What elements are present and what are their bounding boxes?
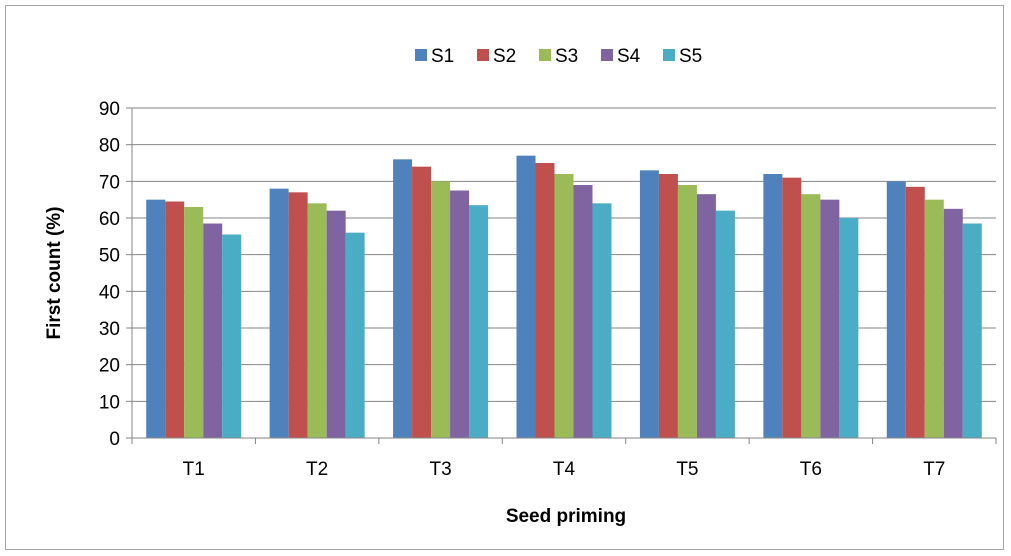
bar-s4-t3 xyxy=(450,190,470,438)
bar-s3-t1 xyxy=(184,207,204,438)
bar-s3-t6 xyxy=(801,194,821,438)
bar-s2-t6 xyxy=(782,177,802,438)
legend-swatch xyxy=(601,49,613,61)
bar-s5-t1 xyxy=(222,234,242,438)
bar-s5-t7 xyxy=(962,223,982,438)
bar-s2-t3 xyxy=(412,166,432,438)
bar-s4-t2 xyxy=(326,210,346,438)
bar-s4-t4 xyxy=(573,185,593,438)
x-tick-label: T7 xyxy=(923,459,945,480)
bar-s5-t6 xyxy=(839,218,859,438)
bar-s2-t4 xyxy=(535,163,555,438)
legend-label: S4 xyxy=(617,46,641,67)
bar-s4-t5 xyxy=(696,194,716,438)
x-tick-label: T2 xyxy=(306,459,328,480)
y-tick-label: 80 xyxy=(99,136,120,157)
bar-s1-t5 xyxy=(639,170,659,439)
bar-s4-t7 xyxy=(943,208,963,438)
legend-swatch xyxy=(663,49,675,61)
legend-swatch xyxy=(539,49,551,61)
legend-swatch xyxy=(415,49,427,61)
y-tick-label: 40 xyxy=(99,282,120,303)
bar-s1-t3 xyxy=(393,159,413,439)
legend: S1 S2 S3 S4 S5 xyxy=(415,46,702,67)
bar-s2-t7 xyxy=(905,186,925,438)
x-tick-label: T6 xyxy=(800,459,822,480)
legend-label: S2 xyxy=(493,46,516,67)
y-tick-label: 20 xyxy=(99,356,120,377)
axes: 0 10 20 30 40 50 60 70 80 90 T1 T2 T3 T4 T5 T6 T7 xyxy=(99,99,997,480)
y-tick-label: 0 xyxy=(109,429,120,450)
x-tick-label: T3 xyxy=(429,459,451,480)
bar-s5-t3 xyxy=(469,205,489,438)
y-tick-label: 10 xyxy=(99,392,120,413)
bar-s1-t1 xyxy=(146,199,166,438)
y-tick-label: 50 xyxy=(99,246,120,267)
bar-s3-t7 xyxy=(924,199,944,438)
bar-s4-t6 xyxy=(820,199,840,438)
legend-label: S5 xyxy=(679,46,702,67)
bar-s3-t5 xyxy=(677,185,697,438)
bar-s3-t3 xyxy=(431,181,451,439)
bar-s2-t1 xyxy=(165,201,185,438)
y-axis-title: First count (%) xyxy=(44,207,65,340)
y-tick-label: 70 xyxy=(99,172,120,193)
bar-s3-t4 xyxy=(554,174,574,438)
legend-label: S1 xyxy=(431,46,454,67)
bar-s1-t7 xyxy=(886,181,906,439)
bar-s3-t2 xyxy=(307,203,327,438)
y-tick-label: 90 xyxy=(99,99,120,120)
bar-s5-t4 xyxy=(592,203,612,438)
x-tick-label: T4 xyxy=(553,459,576,480)
bar-s1-t4 xyxy=(516,155,536,438)
legend-label: S3 xyxy=(555,46,578,67)
bar-s2-t5 xyxy=(658,174,678,438)
y-tick-label: 30 xyxy=(99,319,120,340)
legend-swatch xyxy=(477,49,489,61)
bar-s5-t2 xyxy=(345,232,365,438)
bar-s2-t2 xyxy=(288,192,308,438)
bar-s4-t1 xyxy=(203,223,223,438)
x-axis-title: Seed priming xyxy=(506,506,626,527)
x-tick-label: T5 xyxy=(676,459,698,480)
x-tick-label: T1 xyxy=(183,459,205,480)
bars xyxy=(146,155,982,439)
bar-s5-t5 xyxy=(715,210,735,438)
y-tick-label: 60 xyxy=(99,209,120,230)
bar-s1-t6 xyxy=(763,174,783,438)
bar-s1-t2 xyxy=(269,188,289,438)
